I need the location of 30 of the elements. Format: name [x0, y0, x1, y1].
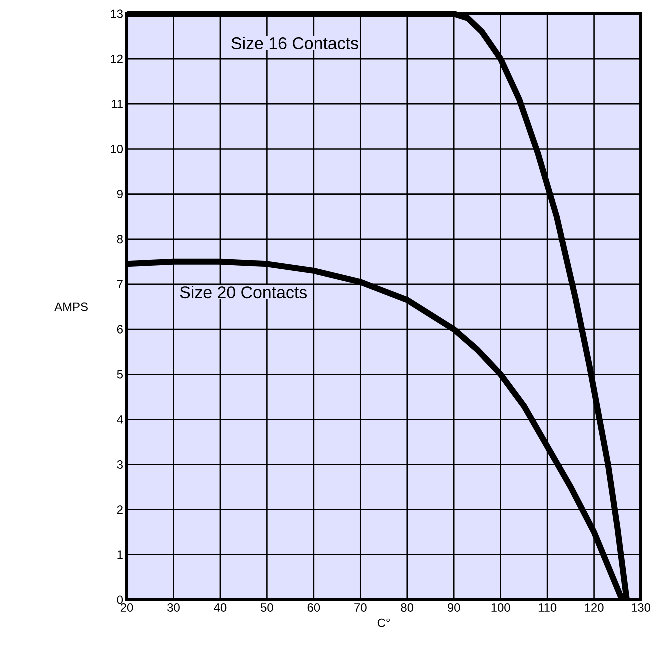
x-tick-label: 60 — [308, 604, 320, 612]
y-tick-label: 13 — [111, 10, 123, 18]
x-axis-title: C° — [378, 618, 390, 628]
y-tick-label: 7 — [117, 280, 123, 289]
x-tick-label: 100 — [492, 604, 510, 612]
x-tick-label: 120 — [585, 604, 604, 612]
y-tick-label: 1 — [118, 550, 123, 560]
x-tick-label: 90 — [448, 604, 460, 612]
x-tick-label: 70 — [354, 604, 367, 612]
series-label: Size 20 Contacts — [180, 286, 308, 299]
y-tick-label: 10 — [111, 144, 124, 154]
y-axis-title: AMPS — [54, 302, 88, 312]
x-tick-label: 20 — [120, 604, 134, 612]
x-tick-label: 40 — [214, 604, 227, 612]
y-tick-label: 11 — [112, 100, 123, 108]
y-tick-label: 3 — [117, 460, 123, 469]
y-tick-label: 4 — [117, 416, 124, 424]
x-tick-label: 80 — [401, 604, 414, 612]
x-tick-label: 50 — [261, 604, 274, 612]
y-tick-label: 9 — [117, 190, 123, 199]
y-tick-label: 12 — [111, 54, 123, 64]
x-tick-label: 130 — [632, 604, 651, 612]
y-tick-label: 8 — [117, 235, 123, 244]
y-tick-label: 5 — [117, 370, 123, 379]
x-tick-label: 110 — [538, 604, 557, 612]
y-tick-label: 0 — [117, 596, 124, 604]
y-tick-label: 6 — [117, 325, 123, 334]
x-tick-label: 30 — [168, 604, 180, 612]
y-tick-label: 2 — [117, 506, 123, 514]
series-label: Size 16 Contacts — [232, 37, 358, 50]
